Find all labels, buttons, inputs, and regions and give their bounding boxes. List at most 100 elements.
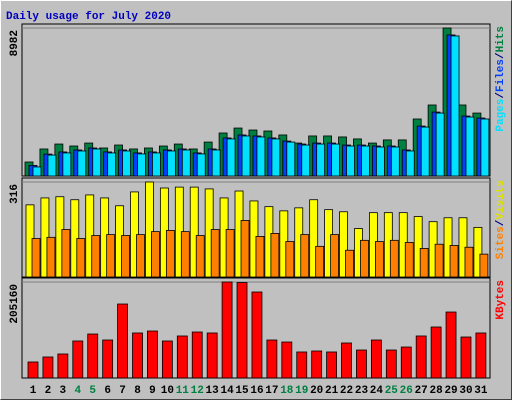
bar (102, 339, 114, 379)
x-tick-label: 9 (149, 385, 156, 397)
y-tick-label: 316 (9, 184, 21, 204)
bar (106, 234, 116, 278)
bar (339, 211, 348, 278)
x-tick-label: 26 (400, 385, 413, 397)
bar (241, 135, 251, 177)
bar (450, 35, 460, 177)
bar (92, 148, 102, 177)
bar (316, 143, 326, 177)
x-tick-label: 5 (89, 385, 96, 397)
bar (375, 146, 385, 177)
bar (240, 220, 250, 278)
bar (122, 150, 131, 177)
x-tick-label: 24 (370, 385, 384, 397)
bar (161, 340, 173, 379)
bar (166, 150, 176, 177)
x-tick-label: 19 (295, 385, 308, 397)
bar (434, 243, 444, 278)
x-tick-label: 14 (220, 385, 234, 397)
x-tick-label: 21 (325, 385, 339, 397)
bar (61, 229, 71, 278)
bar (430, 326, 442, 379)
bar (389, 239, 399, 278)
bar (255, 236, 265, 278)
bar (121, 235, 130, 278)
bar (374, 241, 384, 278)
bar (413, 216, 423, 278)
x-tick-label: 30 (459, 385, 472, 397)
legend-separator: / (495, 219, 507, 226)
bar (475, 332, 487, 379)
bar (31, 238, 41, 278)
legend-entry: KBytes (495, 280, 507, 320)
bar (271, 138, 281, 177)
bar (400, 346, 412, 379)
bar (132, 332, 143, 379)
bar (390, 146, 400, 177)
bar (311, 350, 323, 379)
x-tick-label: 11 (176, 385, 190, 397)
bar (479, 253, 489, 278)
bar (346, 145, 355, 177)
bar (330, 234, 340, 278)
bar (196, 153, 206, 177)
bar (473, 226, 483, 278)
x-tick-label: 10 (161, 385, 174, 397)
legend-entry: Sites (495, 226, 507, 259)
legend: Pages/Files/Hits (495, 26, 507, 132)
bar (460, 336, 472, 379)
bar (415, 335, 427, 379)
bar (341, 342, 352, 379)
bar (27, 361, 39, 379)
bar (145, 181, 154, 278)
bar (420, 126, 430, 177)
bar (62, 152, 72, 177)
bar (266, 339, 278, 379)
bar (405, 150, 415, 177)
bar (309, 199, 319, 278)
bar (300, 234, 310, 278)
bar (189, 186, 199, 278)
x-tick-label: 8 (134, 385, 141, 397)
bar (91, 235, 101, 278)
legend-separator: / (495, 92, 507, 99)
legend-entry: Hits (495, 26, 507, 52)
bar (445, 311, 457, 379)
bar (117, 303, 128, 379)
bar (180, 231, 190, 278)
bar (176, 335, 188, 379)
x-tick-label: 3 (60, 385, 67, 397)
bar (152, 152, 161, 177)
legend-entry: Files (495, 59, 507, 92)
bar (419, 248, 429, 278)
x-tick-label: 31 (474, 385, 488, 397)
x-tick-label: 12 (191, 385, 204, 397)
bar (206, 332, 218, 379)
bar (286, 141, 296, 177)
bar (356, 349, 367, 379)
x-tick-label: 6 (104, 385, 111, 397)
x-tick-label: 29 (444, 385, 457, 397)
legend: KBytes (495, 280, 507, 320)
bar (251, 291, 263, 379)
x-tick-label: 27 (415, 385, 428, 397)
bar (47, 154, 57, 177)
bar (326, 351, 338, 379)
bar (76, 238, 86, 278)
bar (42, 356, 54, 379)
bar (57, 353, 69, 379)
legend-separator: / (495, 52, 507, 59)
x-tick-label: 23 (355, 385, 369, 397)
bar (385, 349, 397, 379)
bar (404, 242, 414, 278)
bar (315, 245, 325, 278)
bar (46, 236, 56, 278)
bar (435, 112, 445, 177)
bar (136, 234, 145, 278)
chart-title: Daily usage for July 2020 (6, 11, 171, 23)
bar (285, 241, 295, 278)
x-tick-label: 16 (250, 385, 263, 397)
bar (361, 145, 370, 177)
